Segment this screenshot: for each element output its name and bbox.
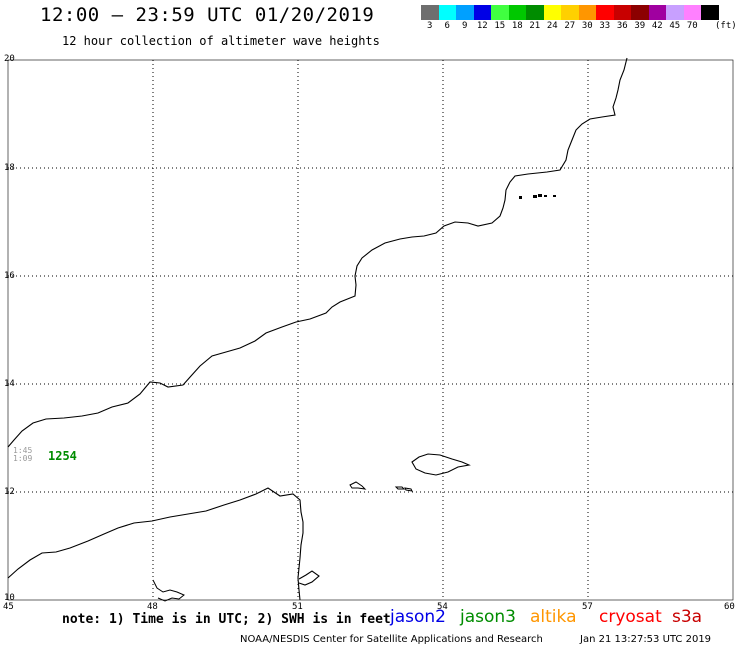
legend-swatch xyxy=(631,5,649,20)
arabian-coastline xyxy=(7,57,628,448)
legend-label: 24 xyxy=(546,21,558,31)
legend-swatch xyxy=(596,5,614,20)
legend-swatch xyxy=(701,5,719,20)
legend-label: 45 xyxy=(669,21,681,31)
legend-swatch xyxy=(473,5,491,20)
legend-color-bar xyxy=(421,5,719,20)
legend-swatch xyxy=(561,5,579,20)
map-subtitle: 12 hour collection of altimeter wave hei… xyxy=(62,34,380,48)
legend-label: 42 xyxy=(651,21,663,31)
legend-label: 12 xyxy=(476,21,488,31)
legend-label: 27 xyxy=(564,21,576,31)
satellite-jason3: jason3 xyxy=(460,607,516,627)
legend-label: 9 xyxy=(462,21,468,31)
legend-swatch xyxy=(491,5,509,20)
map-title: 12:00 – 23:59 UTC 01/20/2019 xyxy=(40,4,375,26)
lon-label-51: 51 xyxy=(292,602,303,612)
legend-swatch xyxy=(613,5,631,20)
legend-swatch xyxy=(648,5,666,20)
pass-time-line-1: 1:45 xyxy=(13,446,33,455)
credit-line: NOAA/NESDIS Center for Satellite Applica… xyxy=(240,634,543,645)
legend-label: 15 xyxy=(494,21,506,31)
legend-swatch xyxy=(421,5,439,20)
legend-label: 39 xyxy=(634,21,646,31)
kuria-muria-islands xyxy=(519,194,556,199)
wave-height-value: 1254 xyxy=(48,449,77,463)
somalia-coastline xyxy=(7,487,304,601)
pass-time-line-2: 1:09 xyxy=(13,454,33,463)
legend-label: 70 xyxy=(686,21,698,31)
lat-label-14: 14 xyxy=(4,379,15,389)
legend-label: 33 xyxy=(599,21,611,31)
legend-swatch xyxy=(543,5,561,20)
lon-label-54: 54 xyxy=(437,602,448,612)
legend-label: 6 xyxy=(444,21,450,31)
abd-al-kuri-island xyxy=(349,481,367,490)
somalia-cape xyxy=(298,570,320,586)
lon-label-48: 48 xyxy=(147,602,158,612)
lat-lon-grid xyxy=(8,60,733,600)
footer-note: note: 1) Time is in UTC; 2) SWH is in fe… xyxy=(62,612,391,627)
legend-swatch xyxy=(666,5,684,20)
legend-unit: (ft) xyxy=(715,21,737,31)
generation-timestamp: Jan 21 13:27:53 UTC 2019 xyxy=(580,634,712,645)
satellite-s3a: s3a xyxy=(672,607,703,627)
map-frame xyxy=(7,59,734,601)
legend-label: 18 xyxy=(511,21,523,31)
satellite-altika: altika xyxy=(530,607,577,627)
legend-swatch xyxy=(526,5,544,20)
satellite-jason2: jason2 xyxy=(390,607,446,627)
legend-label: 36 xyxy=(616,21,628,31)
lat-label-12: 12 xyxy=(4,487,15,497)
eyl-coast-fragment xyxy=(152,579,185,602)
satellite-cryosat: cryosat xyxy=(599,607,662,627)
legend-swatch xyxy=(438,5,456,20)
legend-swatch xyxy=(578,5,596,20)
legend-swatch xyxy=(683,5,701,20)
socotra-island xyxy=(411,453,471,476)
darsah-island xyxy=(404,487,413,492)
legend-label: 21 xyxy=(529,21,541,31)
lat-label-20: 20 xyxy=(4,54,15,64)
lat-label-16: 16 xyxy=(4,271,15,281)
lat-label-18: 18 xyxy=(4,163,15,173)
legend-swatch xyxy=(508,5,526,20)
pass-time-label: 1:45 1:09 xyxy=(13,447,32,463)
lon-label-45: 45 xyxy=(3,602,14,612)
lon-label-60: 60 xyxy=(724,602,735,612)
samhah-island xyxy=(394,486,406,490)
legend-swatch xyxy=(456,5,474,20)
lat-label-10: 10 xyxy=(4,593,15,603)
legend-labels: 3 6 9 12 15 18 21 24 27 30 33 36 39 42 45 70 xyxy=(421,20,719,34)
wave-height-legend: 3 6 9 12 15 18 21 24 27 30 33 36 39 42 45 70 xyxy=(421,5,719,34)
legend-label: 30 xyxy=(581,21,593,31)
legend-label: 3 xyxy=(427,21,433,31)
lon-label-57: 57 xyxy=(582,602,593,612)
